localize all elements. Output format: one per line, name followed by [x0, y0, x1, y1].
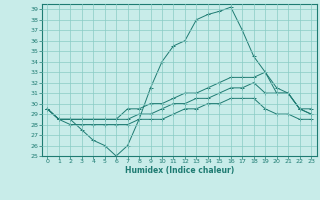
X-axis label: Humidex (Indice chaleur): Humidex (Indice chaleur) [124, 166, 234, 175]
